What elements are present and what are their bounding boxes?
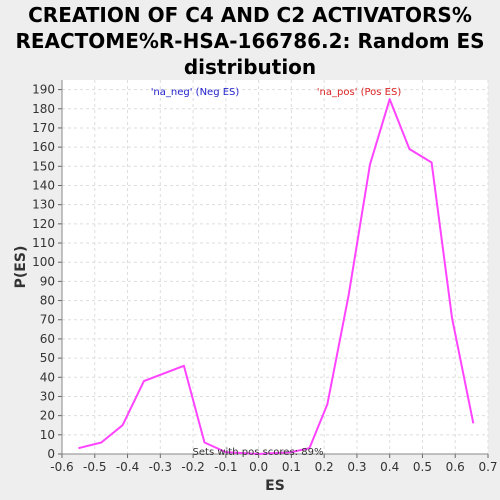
chart-title-line-2: REACTOME%R-HSA-166786.2: Random ES — [15, 29, 485, 53]
annotations: 'na_neg' (Neg ES) 'na_pos' (Pos ES) Sets w… — [151, 87, 402, 458]
x-tick-label: 0.5 — [413, 460, 432, 474]
y-tick-label: 180 — [32, 102, 55, 116]
x-tick-label: -0.5 — [83, 460, 106, 474]
x-tick-label: 0.3 — [347, 460, 366, 474]
x-tick-label: -0.2 — [181, 460, 204, 474]
y-tick-label: 20 — [40, 409, 55, 423]
x-tick-label: 0.2 — [315, 460, 334, 474]
x-tick-label: 0.6 — [446, 460, 465, 474]
x-axis-label: ES — [265, 478, 285, 494]
y-tick-label: 90 — [40, 274, 55, 288]
y-tick-label: 0 — [47, 447, 55, 461]
x-tick-label: 0.4 — [380, 460, 399, 474]
x-tick-label: 0.0 — [249, 460, 268, 474]
y-tick-label: 140 — [32, 178, 55, 192]
y-tick-label: 110 — [32, 236, 55, 250]
chart-title-line-3: distribution — [183, 55, 317, 79]
x-tick-label: 0.1 — [282, 460, 301, 474]
x-tick-label: -0.6 — [50, 460, 73, 474]
x-tick-label: -0.1 — [214, 460, 237, 474]
annotation-label: 'na_neg' (Neg ES) — [151, 87, 240, 98]
y-tick-label: 100 — [32, 255, 55, 269]
y-tick-label: 150 — [32, 159, 55, 173]
y-tick-label: 160 — [32, 140, 55, 154]
y-tick-label: 120 — [32, 217, 55, 231]
y-tick-label: 60 — [40, 332, 55, 346]
annotation-label: 'na_pos' (Pos ES) — [317, 87, 402, 98]
x-tick-label: 0.7 — [478, 460, 497, 474]
chart-title-line-1: CREATION OF C4 AND C2 ACTIVATORS% — [28, 3, 472, 27]
y-tick-label: 80 — [40, 294, 55, 308]
es-series-line — [78, 98, 475, 455]
y-tick-label: 10 — [40, 428, 55, 442]
x-tick-label: -0.4 — [116, 460, 139, 474]
grid — [61, 80, 489, 455]
y-tick-label: 130 — [32, 198, 55, 212]
x-tick-label: -0.3 — [149, 460, 172, 474]
y-tick-label: 30 — [40, 389, 55, 403]
annotation-label: Sets with pos scores: 89% — [193, 447, 324, 458]
chart-title: CREATION OF C4 AND C2 ACTIVATORS% REACTO… — [0, 2, 500, 80]
y-axis-label: P(ES) — [13, 246, 29, 289]
y-tick-label: 50 — [40, 351, 55, 365]
y-tick-label: 70 — [40, 313, 55, 327]
series-group — [78, 98, 475, 455]
plot-area — [62, 80, 488, 454]
y-tick-label: 170 — [32, 121, 55, 135]
y-tick-label: 190 — [32, 83, 55, 97]
y-tick-label: 40 — [40, 370, 55, 384]
